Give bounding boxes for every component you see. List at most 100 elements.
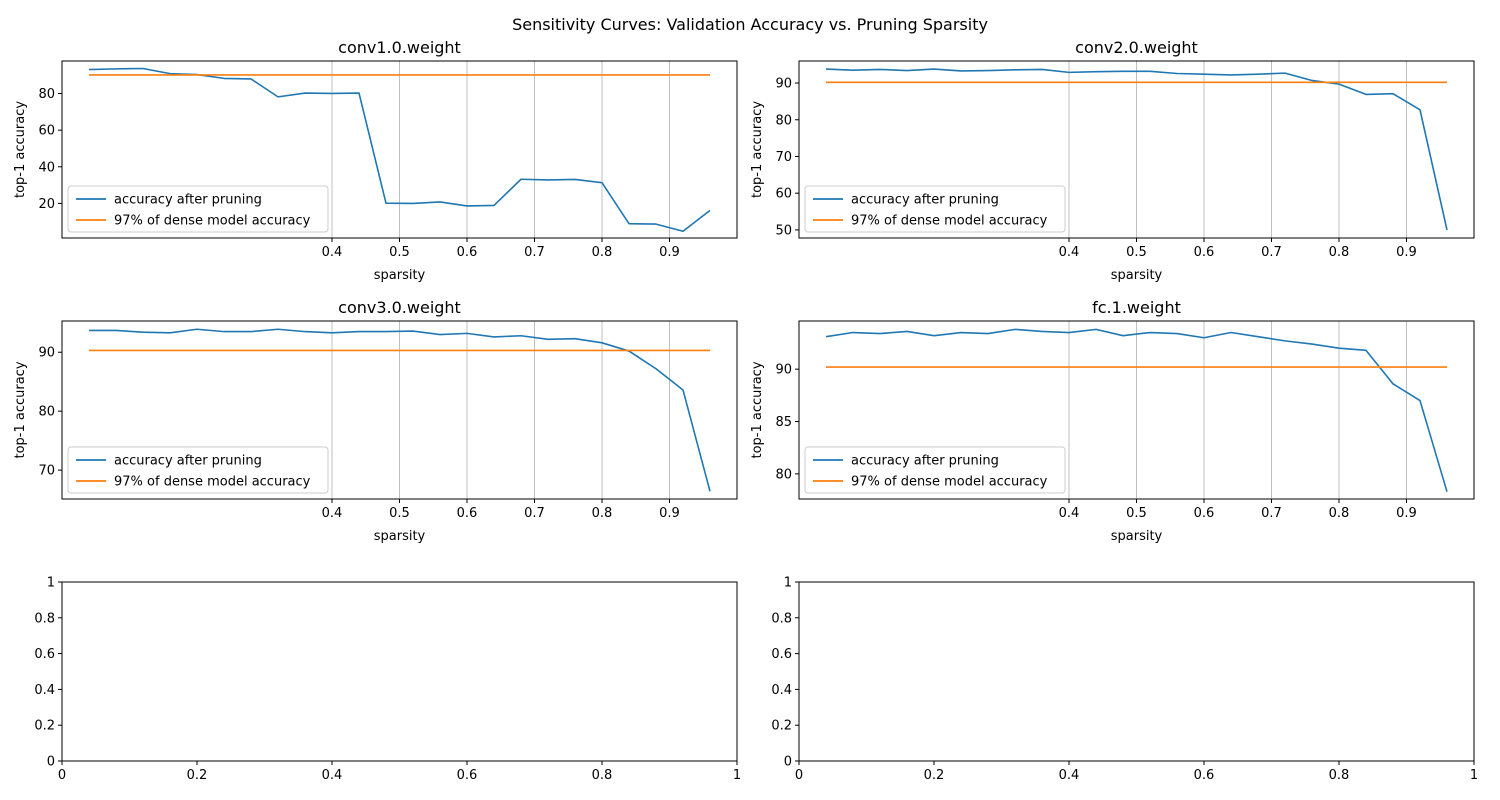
legend-entry: accuracy after pruning	[114, 454, 262, 469]
y-tick-label: 0.2	[34, 719, 55, 734]
y-tick-label: 0	[47, 755, 55, 770]
x-tick-label: 0.6	[457, 768, 478, 783]
legend: accuracy after pruning 97% of dense model…	[67, 446, 329, 494]
y-axis-label: top-1 accuracy	[750, 101, 765, 198]
x-tick-label: 0	[58, 768, 66, 783]
legend-entry: 97% of dense model accuracy	[114, 214, 311, 229]
y-tick-label: 40	[38, 160, 55, 175]
x-tick-label: 0.2	[187, 768, 208, 783]
x-axis-label: sparsity	[374, 529, 426, 544]
y-tick-label: 70	[38, 464, 55, 479]
x-axis-label: sparsity	[1111, 529, 1163, 544]
x-tick-label: 0.9	[659, 506, 680, 521]
legend-entry: 97% of dense model accuracy	[851, 475, 1048, 490]
x-axis-label: sparsity	[1111, 268, 1163, 283]
x-tick-label: 0.6	[1194, 245, 1215, 260]
x-tick-label: 0.8	[592, 506, 613, 521]
y-tick-label: 60	[38, 124, 55, 139]
x-tick-label: 0.8	[1329, 506, 1350, 521]
axes-frame	[798, 581, 1475, 762]
y-tick-label: 50	[775, 223, 792, 238]
subplot-5: 0 0.2 0.4 0.6 0.8 1 0 0.2 0.4 0.6 0.8 1	[34, 576, 741, 784]
x-tick-label: 0.6	[1194, 768, 1215, 783]
subplot-title: conv3.0.weight	[338, 298, 461, 317]
x-tick-label: 0.9	[659, 245, 680, 260]
x-tick-label: 0.4	[322, 768, 343, 783]
legend-entry: accuracy after pruning	[851, 454, 999, 469]
legend: accuracy after pruning 97% of dense model…	[804, 185, 1066, 233]
y-tick-label: 85	[775, 415, 792, 430]
y-tick-label: 0.8	[34, 611, 55, 626]
x-tick-label: 0.8	[1329, 768, 1350, 783]
legend-entry: accuracy after pruning	[851, 193, 999, 208]
x-tick-label: 0.8	[1329, 245, 1350, 260]
y-tick-label: 80	[775, 467, 792, 482]
legend-entry: 97% of dense model accuracy	[851, 214, 1048, 229]
y-tick-label: 80	[38, 405, 55, 420]
y-tick-label: 0.4	[34, 683, 55, 698]
x-tick-label: 0.5	[389, 506, 410, 521]
x-tick-label: 0.5	[389, 245, 410, 260]
subplot-4: 0.4 0.5 0.6 0.7 0.8 0.9 80 85 90 fc.1.weight spars…	[750, 298, 1475, 544]
series-line-accuracy	[89, 328, 711, 492]
y-tick-label: 90	[775, 77, 792, 92]
x-tick-label: 0.7	[524, 506, 545, 521]
y-tick-label: 0.4	[771, 683, 792, 698]
legend-box	[67, 446, 329, 494]
x-tick-label: 0.6	[457, 245, 478, 260]
y-tick-label: 0.2	[771, 719, 792, 734]
subplot-grid: 0.4 0.5 0.6 0.7 0.8 0.9 20 40 60 80 conv1.0.weight…	[13, 38, 1478, 783]
y-tick-label: 0.6	[34, 647, 55, 662]
y-tick-label: 80	[38, 87, 55, 102]
legend-entry: 97% of dense model accuracy	[114, 475, 311, 490]
subplot-title: conv2.0.weight	[1075, 38, 1198, 57]
y-tick-label: 0	[784, 755, 792, 770]
x-tick-label: 0.2	[924, 768, 945, 783]
series-line-accuracy	[825, 328, 1448, 492]
y-tick-label: 90	[775, 363, 792, 378]
legend: accuracy after pruning 97% of dense model…	[67, 185, 329, 233]
x-tick-label: 1	[1470, 768, 1478, 783]
y-axis-label: top-1 accuracy	[750, 361, 765, 458]
axes-frame	[61, 581, 738, 762]
legend-box	[804, 446, 1066, 494]
x-tick-label: 1	[733, 768, 741, 783]
subplot-1: 0.4 0.5 0.6 0.7 0.8 0.9 20 40 60 80 conv1.0.weight…	[13, 38, 738, 283]
x-tick-label: 0.9	[1396, 506, 1417, 521]
y-tick-label: 80	[775, 113, 792, 128]
legend-entry: accuracy after pruning	[114, 193, 262, 208]
figure-title: Sensitivity Curves: Validation Accuracy …	[512, 15, 988, 34]
x-tick-label: 0.4	[322, 245, 343, 260]
x-tick-label: 0.4	[322, 506, 343, 521]
x-tick-label: 0.4	[1059, 768, 1080, 783]
x-tick-label: 0.7	[1261, 506, 1282, 521]
y-tick-label: 90	[38, 346, 55, 361]
y-tick-label: 0.6	[771, 647, 792, 662]
y-tick-label: 60	[775, 187, 792, 202]
x-tick-label: 0.6	[457, 506, 478, 521]
y-tick-label: 1	[47, 576, 55, 591]
y-axis-label: top-1 accuracy	[13, 361, 28, 458]
x-tick-label: 0.6	[1194, 506, 1215, 521]
x-tick-label: 0.7	[1261, 245, 1282, 260]
legend: accuracy after pruning 97% of dense model…	[804, 446, 1066, 494]
legend-box	[804, 185, 1066, 233]
subplot-3: 0.4 0.5 0.6 0.7 0.8 0.9 70 80 90 conv3.0.weight sp…	[13, 298, 738, 544]
subplot-title: fc.1.weight	[1092, 298, 1181, 317]
x-tick-label: 0.9	[1396, 245, 1417, 260]
y-tick-label: 70	[775, 150, 792, 165]
x-axis-label: sparsity	[374, 268, 426, 283]
x-tick-label: 0.5	[1126, 245, 1147, 260]
x-tick-label: 0.4	[1059, 245, 1080, 260]
x-tick-label: 0.8	[592, 245, 613, 260]
x-tick-label: 0.8	[592, 768, 613, 783]
subplot-2: 0.4 0.5 0.6 0.7 0.8 0.9 50 60 70 80 90 conv2.0.weig…	[750, 38, 1475, 283]
subplot-title: conv1.0.weight	[338, 38, 461, 57]
legend-box	[67, 185, 329, 233]
x-tick-label: 0.5	[1126, 506, 1147, 521]
x-tick-label: 0	[795, 768, 803, 783]
x-tick-label: 0.7	[524, 245, 545, 260]
y-tick-label: 1	[784, 576, 792, 591]
